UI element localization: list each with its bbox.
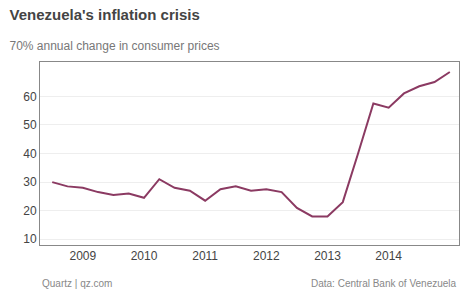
svg-text:2009: 2009 — [69, 249, 96, 263]
svg-text:20: 20 — [23, 204, 37, 218]
svg-text:10: 10 — [23, 232, 37, 246]
svg-text:2013: 2013 — [314, 249, 341, 263]
svg-text:2010: 2010 — [131, 249, 158, 263]
svg-text:Venezuela's inflation crisis: Venezuela's inflation crisis — [9, 6, 199, 23]
svg-text:2014: 2014 — [375, 249, 402, 263]
svg-text:50: 50 — [23, 118, 37, 132]
svg-text:30: 30 — [23, 175, 37, 189]
svg-text:Quartz | qz.com: Quartz | qz.com — [42, 278, 112, 289]
svg-text:40: 40 — [23, 147, 37, 161]
svg-text:Data: Central Bank of Venezuel: Data: Central Bank of Venezuela — [311, 278, 457, 289]
svg-text:2011: 2011 — [192, 249, 218, 263]
svg-text:60: 60 — [23, 90, 37, 104]
svg-text:70% annual change in consumer: 70% annual change in consumer prices — [9, 39, 219, 53]
svg-text:2012: 2012 — [253, 249, 280, 263]
